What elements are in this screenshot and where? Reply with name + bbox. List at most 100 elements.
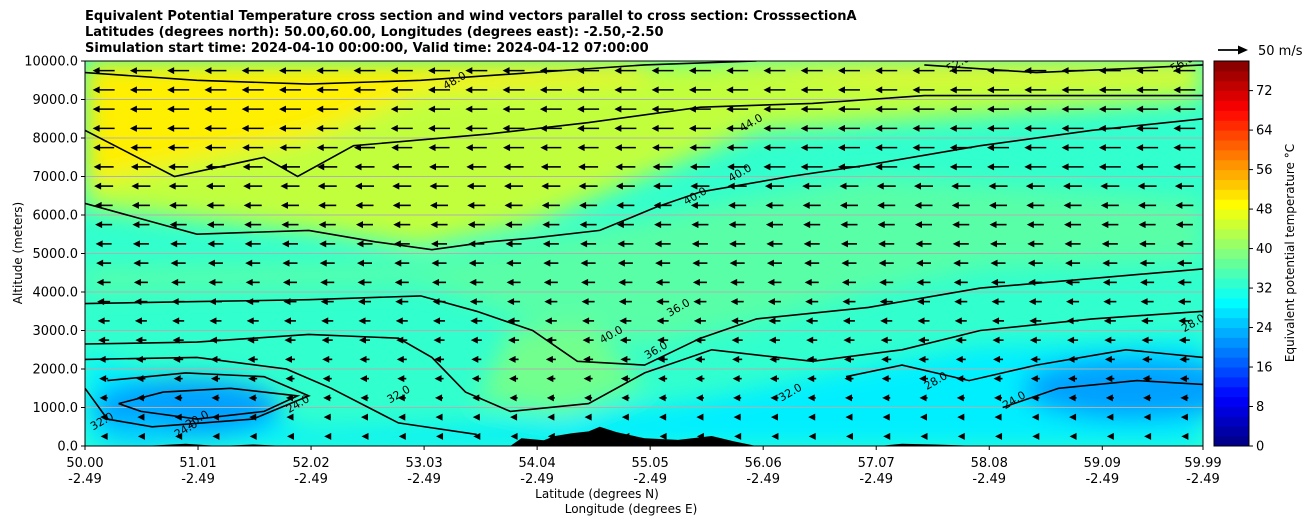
wind-vector — [244, 240, 261, 248]
wind-vector — [805, 317, 818, 325]
wind-vector — [279, 144, 301, 152]
wind-vector-arrowhead-icon — [657, 355, 665, 363]
wind-vector-arrowhead-icon — [241, 67, 249, 75]
wind-vector — [168, 182, 188, 190]
wind-vector-arrowhead-icon — [584, 413, 592, 421]
wind-vector-arrowhead-icon — [468, 240, 476, 248]
wind-vector-arrowhead-icon — [731, 336, 739, 344]
wind-vector — [356, 240, 373, 248]
wind-vector-arrowhead-icon — [727, 182, 735, 190]
wind-vector-arrowhead-icon — [319, 240, 327, 248]
wind-vector — [547, 413, 555, 421]
wind-vector-arrowhead-icon — [281, 240, 289, 248]
wind-vector — [209, 336, 221, 344]
wind-vector-arrowhead-icon — [175, 432, 183, 440]
wind-vector — [1136, 86, 1159, 94]
wind-vector — [545, 355, 556, 363]
wind-vector — [912, 144, 935, 152]
wind-vector-arrowhead-icon — [769, 355, 777, 363]
wind-vector-arrowhead-icon — [470, 336, 478, 344]
wind-vector — [841, 278, 856, 286]
wind-vector-arrowhead-icon — [581, 278, 589, 286]
wind-vector — [205, 182, 225, 190]
wind-vector — [1098, 67, 1121, 75]
wind-vector-arrowhead-icon — [1098, 124, 1106, 132]
wind-vector — [1101, 240, 1118, 248]
wind-vector — [994, 413, 1002, 421]
wind-vector — [465, 67, 488, 75]
wind-vector-arrowhead-icon — [390, 67, 398, 75]
wind-vector-arrowhead-icon — [284, 355, 292, 363]
wind-vector-arrowhead-icon — [734, 432, 742, 440]
wind-vector-arrowhead-icon — [654, 240, 662, 248]
wind-vector-arrowhead-icon — [763, 163, 771, 171]
wind-vector-arrowhead-icon — [614, 144, 622, 152]
wind-vector — [877, 221, 895, 229]
wind-vector — [316, 105, 339, 113]
wind-vector-arrowhead-icon — [917, 298, 924, 306]
wind-vector — [93, 144, 115, 152]
wind-vector-arrowhead-icon — [688, 124, 696, 132]
wind-vector-arrowhead-icon — [241, 86, 249, 94]
wind-vector-arrowhead-icon — [541, 182, 549, 190]
wind-vector — [1103, 317, 1116, 325]
wind-vector-arrowhead-icon — [1061, 105, 1069, 113]
wind-vector-arrowhead-icon — [1142, 355, 1150, 363]
wind-vector — [912, 124, 935, 132]
wind-vector — [211, 394, 220, 402]
colorbar-tick-label: 0 — [1256, 440, 1264, 455]
wind-vector-arrowhead-icon — [544, 298, 552, 306]
wind-vector-arrowhead-icon — [129, 86, 137, 94]
theta-e-contour-lines: 48.044.040.040.036.036.040.032.0 32.0 28.0… — [85, 61, 1203, 441]
wind-vector — [543, 259, 559, 267]
wind-vector-arrowhead-icon — [547, 413, 555, 421]
wind-vector — [471, 375, 481, 383]
wind-vector — [470, 317, 483, 325]
wind-vector-arrowhead-icon — [1063, 182, 1071, 190]
wind-vector — [1028, 298, 1042, 306]
colorbar-band — [1214, 376, 1249, 388]
colorbar-band — [1214, 228, 1249, 240]
wind-vector-arrowhead-icon — [172, 317, 180, 325]
wind-vector-arrowhead-icon — [653, 182, 661, 190]
wind-vector — [243, 182, 263, 190]
wind-vector-arrowhead-icon — [279, 144, 287, 152]
wind-vector — [359, 355, 370, 363]
y-tick-label: 7000.0 — [33, 170, 79, 185]
wind-vector-arrowhead-icon — [917, 317, 925, 325]
wind-vector-arrowhead-icon — [580, 240, 588, 248]
wind-vector — [173, 355, 184, 363]
wind-vector — [1032, 432, 1040, 440]
wind-vector — [912, 105, 935, 113]
wind-vector-arrowhead-icon — [396, 336, 404, 344]
wind-vector — [618, 298, 632, 306]
wind-vector — [800, 163, 823, 171]
wind-vector — [879, 278, 894, 286]
wind-vector-arrowhead-icon — [652, 144, 660, 152]
colorbar-tick-label: 16 — [1256, 361, 1273, 376]
wind-vector — [130, 163, 151, 171]
wind-vector — [1100, 201, 1119, 209]
wind-vector-arrowhead-icon — [1024, 67, 1032, 75]
colorbar-band — [1214, 189, 1249, 200]
wind-vector-arrowhead-icon — [359, 355, 367, 363]
wind-vector — [695, 375, 705, 383]
wind-vector-arrowhead-icon — [882, 413, 890, 421]
wind-vector-arrowhead-icon — [987, 163, 995, 171]
wind-vector-arrowhead-icon — [1137, 182, 1145, 190]
wind-vector-arrowhead-icon — [503, 144, 511, 152]
wind-vector — [914, 201, 933, 209]
wind-vector-arrowhead-icon — [241, 124, 249, 132]
wind-vector — [132, 221, 150, 229]
wind-vector-arrowhead-icon — [317, 163, 325, 171]
wind-vector-arrowhead-icon — [284, 336, 292, 344]
wind-vector — [1066, 298, 1080, 306]
wind-vector-arrowhead-icon — [171, 298, 179, 306]
wind-vector — [659, 432, 667, 440]
wind-vector-arrowhead-icon — [429, 182, 437, 190]
wind-vector — [545, 336, 557, 344]
wind-vector — [507, 317, 520, 325]
wind-vector-arrowhead-icon — [659, 413, 667, 421]
colorbar-band — [1214, 199, 1249, 210]
wind-vector — [472, 394, 481, 402]
